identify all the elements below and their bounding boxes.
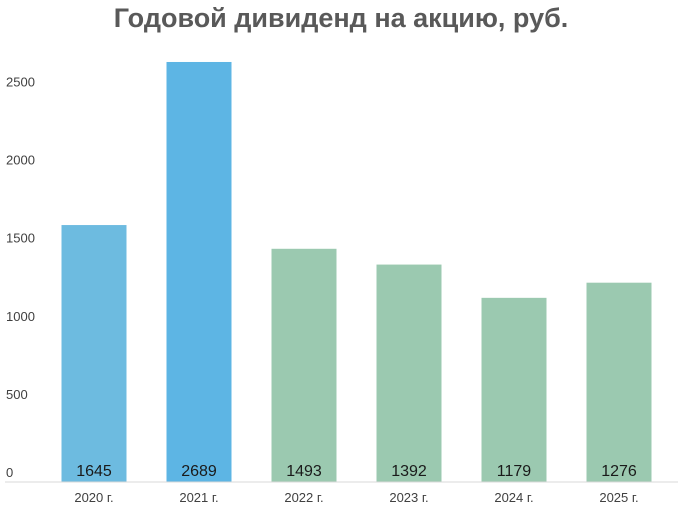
bar <box>61 225 127 482</box>
y-axis: 0 500 1000 1500 2000 2500 <box>6 75 35 481</box>
x-tick-label: 2023 г. <box>389 490 428 505</box>
y-tick-label: 0 <box>6 465 13 480</box>
x-tick-label: 2024 г. <box>494 490 533 505</box>
data-labels: 1645 2689 1493 1392 1179 1276 <box>76 463 637 480</box>
bar-value-label: 1392 <box>391 463 427 480</box>
chart-title: Годовой дивиденд на акцию, руб. <box>114 3 569 33</box>
x-tick-label: 2021 г. <box>179 490 218 505</box>
x-tick-label: 2022 г. <box>284 490 323 505</box>
x-axis: 2020 г. 2021 г. 2022 г. 2023 г. 2024 г. 2025 … <box>74 490 638 505</box>
bar-value-label: 1493 <box>286 463 322 480</box>
bar <box>586 282 652 482</box>
y-tick-label: 2000 <box>6 153 35 168</box>
bar-value-label: 1179 <box>497 463 532 480</box>
y-tick-label: 1500 <box>6 231 35 246</box>
bar-value-label: 1276 <box>601 463 637 480</box>
bar-value-label: 2689 <box>181 463 217 480</box>
x-tick-label: 2020 г. <box>74 490 113 505</box>
bar <box>481 297 547 482</box>
y-tick-label: 2500 <box>6 75 35 90</box>
bar-value-label: 1645 <box>76 463 112 480</box>
y-tick-label: 500 <box>6 387 28 402</box>
bar <box>166 61 232 482</box>
x-tick-label: 2025 г. <box>599 490 638 505</box>
y-tick-label: 1000 <box>6 309 35 324</box>
bar <box>376 264 442 482</box>
bar <box>271 248 337 482</box>
bars <box>61 61 652 482</box>
